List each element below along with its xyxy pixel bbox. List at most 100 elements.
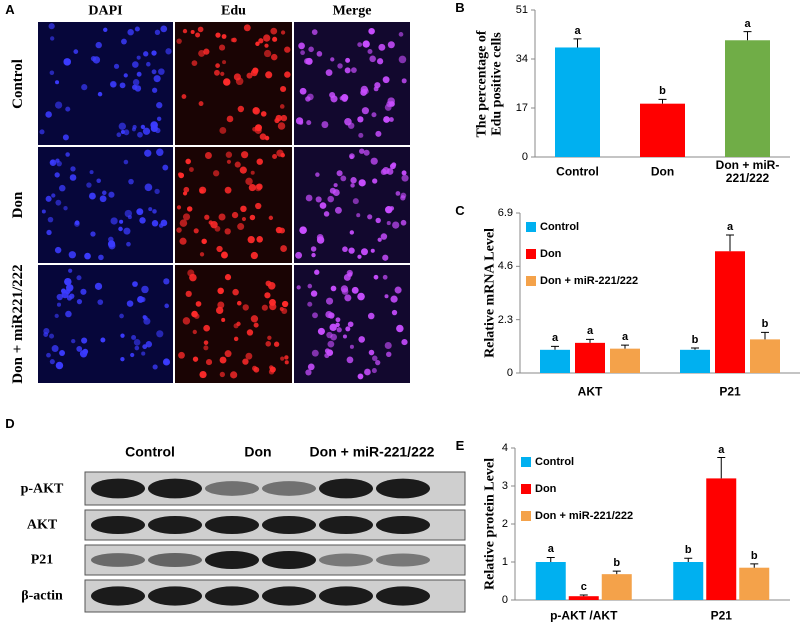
cell-nucleus <box>375 217 381 224</box>
column-header: DAPI <box>88 3 123 19</box>
significance-letter: a <box>574 24 581 37</box>
bar <box>601 574 632 600</box>
cell-nucleus <box>272 36 278 42</box>
cell-nucleus <box>132 79 140 86</box>
cell-nucleus <box>74 220 80 226</box>
cell-nucleus <box>190 29 195 35</box>
cell-nucleus <box>370 248 375 253</box>
blot-band <box>148 586 202 606</box>
cell-nucleus <box>315 196 322 203</box>
cell-nucleus <box>264 292 271 299</box>
cell-nucleus <box>357 254 362 259</box>
cell-nucleus <box>358 179 366 187</box>
cell-nucleus <box>88 192 96 200</box>
cell-nucleus <box>280 356 285 361</box>
cell-nucleus <box>151 69 157 75</box>
cell-nucleus <box>269 298 276 306</box>
cell-nucleus <box>307 301 313 307</box>
cell-nucleus <box>140 124 146 130</box>
blot-row-label: β-actin <box>21 588 63 604</box>
cell-nucleus <box>256 158 263 165</box>
cell-nucleus <box>137 131 143 138</box>
cell-nucleus <box>367 312 375 320</box>
cell-nucleus <box>221 317 226 322</box>
cell-nucleus <box>51 193 56 198</box>
cell-nucleus <box>188 167 194 172</box>
cell-nucleus <box>120 333 125 338</box>
cell-nucleus <box>65 106 71 112</box>
cell-nucleus <box>324 348 330 354</box>
cell-nucleus <box>62 134 69 141</box>
cell-nucleus <box>118 226 123 232</box>
cell-nucleus <box>146 61 151 67</box>
cell-nucleus <box>142 127 151 135</box>
cell-nucleus <box>136 208 144 216</box>
blot-band <box>376 553 430 567</box>
cell-nucleus <box>305 194 313 202</box>
cell-nucleus <box>226 115 234 123</box>
error-bar <box>546 556 555 562</box>
y-tick-label: 2 <box>501 517 508 530</box>
cell-nucleus <box>371 368 377 374</box>
cell-nucleus <box>66 295 73 301</box>
cell-nucleus <box>350 183 355 188</box>
cell-nucleus <box>134 85 142 92</box>
cell-nucleus <box>50 36 55 41</box>
cell-nucleus <box>132 61 139 68</box>
cell-nucleus <box>329 187 336 194</box>
cell-nucleus <box>163 278 170 285</box>
cell-nucleus <box>192 356 199 362</box>
cell-nucleus <box>124 209 133 218</box>
error-bar <box>658 98 667 104</box>
cell-nucleus <box>142 315 147 320</box>
bar <box>673 562 704 600</box>
cell-nucleus <box>61 291 69 299</box>
cell-nucleus <box>65 310 72 318</box>
cell-nucleus <box>296 285 301 290</box>
cell-nucleus <box>218 213 226 221</box>
cell-nucleus <box>81 337 88 344</box>
cell-nucleus <box>401 170 407 176</box>
cell-nucleus <box>336 170 343 177</box>
cell-nucleus <box>219 127 227 134</box>
cell-nucleus <box>325 297 334 305</box>
cell-nucleus <box>327 195 334 203</box>
cell-nucleus <box>116 132 122 138</box>
cell-nucleus <box>76 298 83 305</box>
cell-nucleus <box>281 300 289 308</box>
cell-nucleus <box>182 191 188 196</box>
cell-nucleus <box>118 122 126 130</box>
cell-nucleus <box>107 240 116 248</box>
cell-nucleus <box>349 344 354 349</box>
cell-nucleus <box>186 206 193 212</box>
cell-nucleus <box>197 26 204 33</box>
cell-nucleus <box>362 40 370 48</box>
cell-nucleus <box>307 93 314 101</box>
cell-nucleus <box>63 206 68 211</box>
cell-nucleus <box>253 366 260 373</box>
cell-nucleus <box>130 352 135 358</box>
cell-nucleus <box>194 313 200 319</box>
cell-nucleus <box>265 71 273 79</box>
cell-nucleus <box>185 290 192 298</box>
cell-nucleus <box>265 340 272 347</box>
cell-nucleus <box>255 41 260 47</box>
cell-nucleus <box>179 219 188 227</box>
significance-letter: b <box>613 557 621 570</box>
blot-band <box>148 552 202 568</box>
blot-band <box>91 478 145 499</box>
cell-nucleus <box>382 76 390 84</box>
cell-nucleus <box>269 365 274 370</box>
cell-nucleus <box>367 48 373 54</box>
blot-band <box>262 586 316 606</box>
cell-nucleus <box>162 164 169 171</box>
error-bar <box>761 331 769 340</box>
cell-nucleus <box>400 219 407 226</box>
cell-nucleus <box>401 174 409 182</box>
significance-letter: c <box>580 581 587 593</box>
significance-letter: b <box>691 333 699 346</box>
cell-nucleus <box>226 159 232 164</box>
cell-nucleus <box>351 67 357 74</box>
bar <box>610 348 640 373</box>
